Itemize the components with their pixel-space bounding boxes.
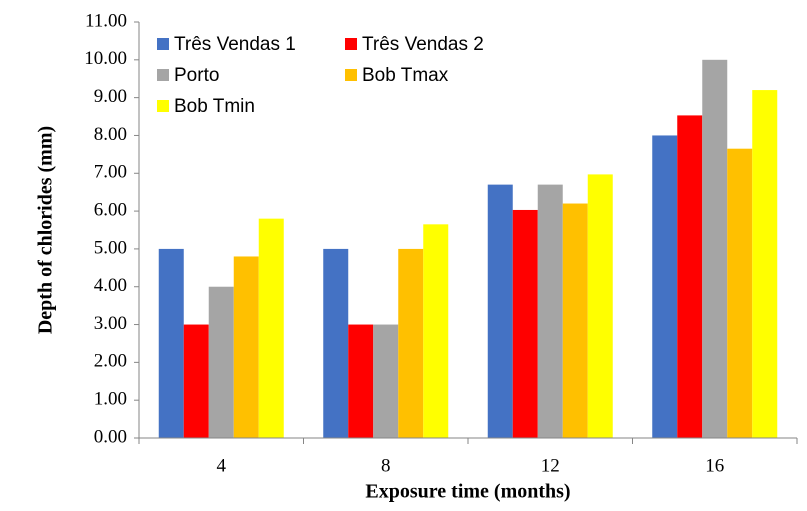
y-tick-label: 11.00 <box>85 10 127 31</box>
bar <box>727 148 753 438</box>
legend-swatch <box>345 69 357 81</box>
bar <box>423 224 449 438</box>
x-tick-label: 4 <box>217 455 227 476</box>
bar <box>512 209 538 438</box>
x-tick-label: 8 <box>381 455 391 476</box>
bar <box>398 248 424 438</box>
legend-label: Três Vendas 2 <box>362 34 484 55</box>
y-tick-label: 6.00 <box>94 199 127 220</box>
y-tick-label: 3.00 <box>94 313 127 334</box>
legend-label: Porto <box>174 65 219 86</box>
bar <box>587 174 613 438</box>
y-tick-label: 1.00 <box>94 389 127 410</box>
bar <box>702 59 728 439</box>
bar <box>183 324 209 438</box>
bar <box>208 286 234 438</box>
legend-swatch <box>157 38 169 50</box>
bar <box>677 115 703 438</box>
x-tick-label: 16 <box>705 455 724 476</box>
legend-swatch <box>157 69 169 81</box>
bar <box>652 135 678 439</box>
bar <box>258 218 284 438</box>
bar <box>752 90 778 438</box>
y-tick-label: 5.00 <box>94 237 127 258</box>
bar <box>323 248 349 438</box>
y-tick-label: 10.00 <box>84 48 127 69</box>
bar <box>562 203 588 438</box>
legend-swatch <box>345 38 357 50</box>
x-tick-label: 12 <box>541 455 560 476</box>
y-tick-label: 2.00 <box>94 351 127 372</box>
y-tick-label: 0.00 <box>94 426 127 447</box>
bar <box>373 324 399 438</box>
legend-label: Três Vendas 1 <box>174 34 296 55</box>
bar <box>487 184 513 438</box>
legend-label: Bob Tmin <box>174 96 255 117</box>
bar <box>233 256 259 438</box>
y-tick-label: 7.00 <box>94 162 127 183</box>
y-tick-label: 8.00 <box>94 124 127 145</box>
y-tick-label: 4.00 <box>94 275 127 296</box>
y-axis-title: Depth of chlorides (mm) <box>35 126 57 334</box>
x-axis-title: Exposure time (months) <box>365 481 570 503</box>
legend-swatch <box>157 100 169 112</box>
bar <box>158 248 184 438</box>
legend-label: Bob Tmax <box>362 65 449 86</box>
y-tick-label: 9.00 <box>94 86 127 107</box>
bar <box>348 324 374 438</box>
bar <box>537 184 563 438</box>
